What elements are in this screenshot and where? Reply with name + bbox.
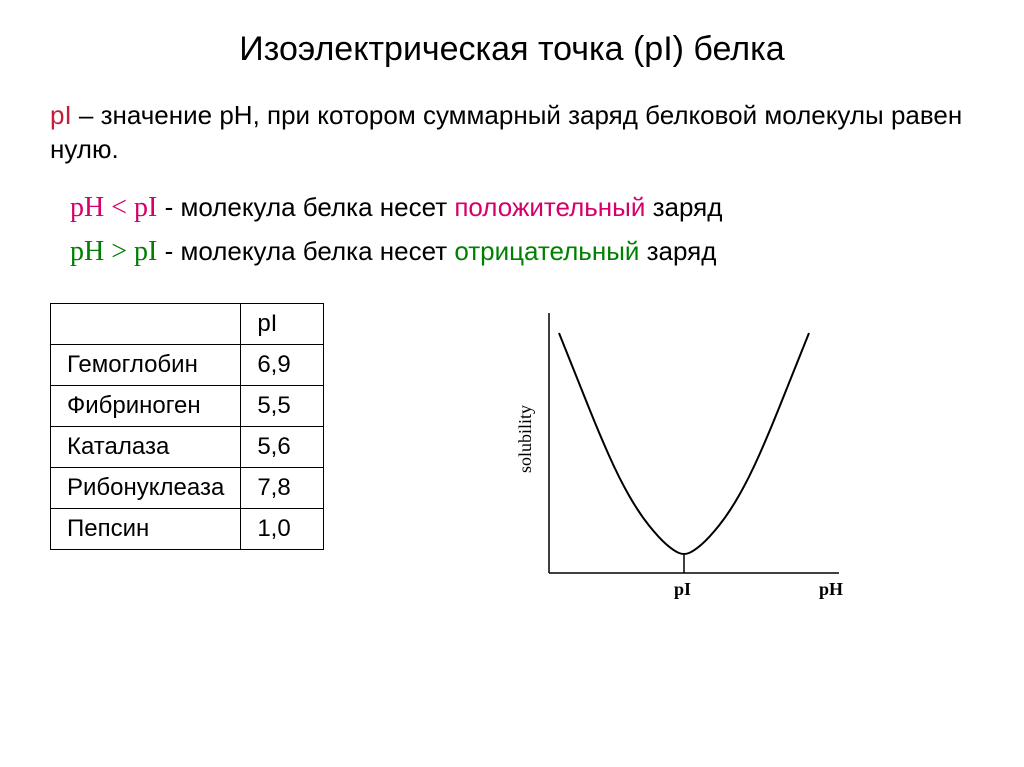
solubility-chart: solubility pI pH	[499, 303, 859, 603]
pi-table: pI Гемоглобин6,9Фибриноген5,5Каталаза5,6…	[50, 303, 324, 550]
table-header-empty	[51, 303, 241, 344]
protein-pi: 5,6	[241, 426, 324, 467]
condition-lhs: pH > pI	[70, 236, 157, 267]
condition-1: pH > pI - молекула белка несет отрицател…	[70, 236, 974, 268]
definition: pI – значение pH, при котором суммарный …	[50, 99, 974, 167]
condition-0: pH < pI - молекула белка несет положител…	[70, 192, 974, 224]
condition-keyword: отрицательный	[454, 236, 639, 266]
pi-tick-label: pI	[674, 579, 691, 599]
table-row: Рибонуклеаза7,8	[51, 467, 324, 508]
y-axis-label: solubility	[515, 405, 535, 473]
protein-name: Рибонуклеаза	[51, 467, 241, 508]
table-row: Фибриноген5,5	[51, 385, 324, 426]
protein-name: Каталаза	[51, 426, 241, 467]
definition-text: – значение pH, при котором суммарный зар…	[50, 100, 962, 164]
condition-after: заряд	[639, 236, 716, 266]
table-row: Гемоглобин6,9	[51, 344, 324, 385]
page-title: Изоэлектрическая точка (pI) белка	[50, 30, 974, 69]
table-row: Пепсин1,0	[51, 508, 324, 549]
condition-mid: - молекула белка несет	[157, 192, 454, 222]
protein-pi: 6,9	[241, 344, 324, 385]
solubility-curve	[559, 333, 809, 554]
condition-keyword: положительный	[454, 192, 645, 222]
condition-after: заряд	[645, 192, 722, 222]
condition-lhs: pH < pI	[70, 192, 157, 223]
table-row: Каталаза5,6	[51, 426, 324, 467]
table-header-row: pI	[51, 303, 324, 344]
definition-prefix: pI	[50, 100, 72, 130]
protein-name: Гемоглобин	[51, 344, 241, 385]
protein-pi: 1,0	[241, 508, 324, 549]
protein-pi: 5,5	[241, 385, 324, 426]
table-header-pi: pI	[241, 303, 324, 344]
protein-name: Фибриноген	[51, 385, 241, 426]
x-axis-label: pH	[819, 579, 843, 599]
condition-mid: - молекула белка несет	[157, 236, 454, 266]
protein-name: Пепсин	[51, 508, 241, 549]
protein-pi: 7,8	[241, 467, 324, 508]
